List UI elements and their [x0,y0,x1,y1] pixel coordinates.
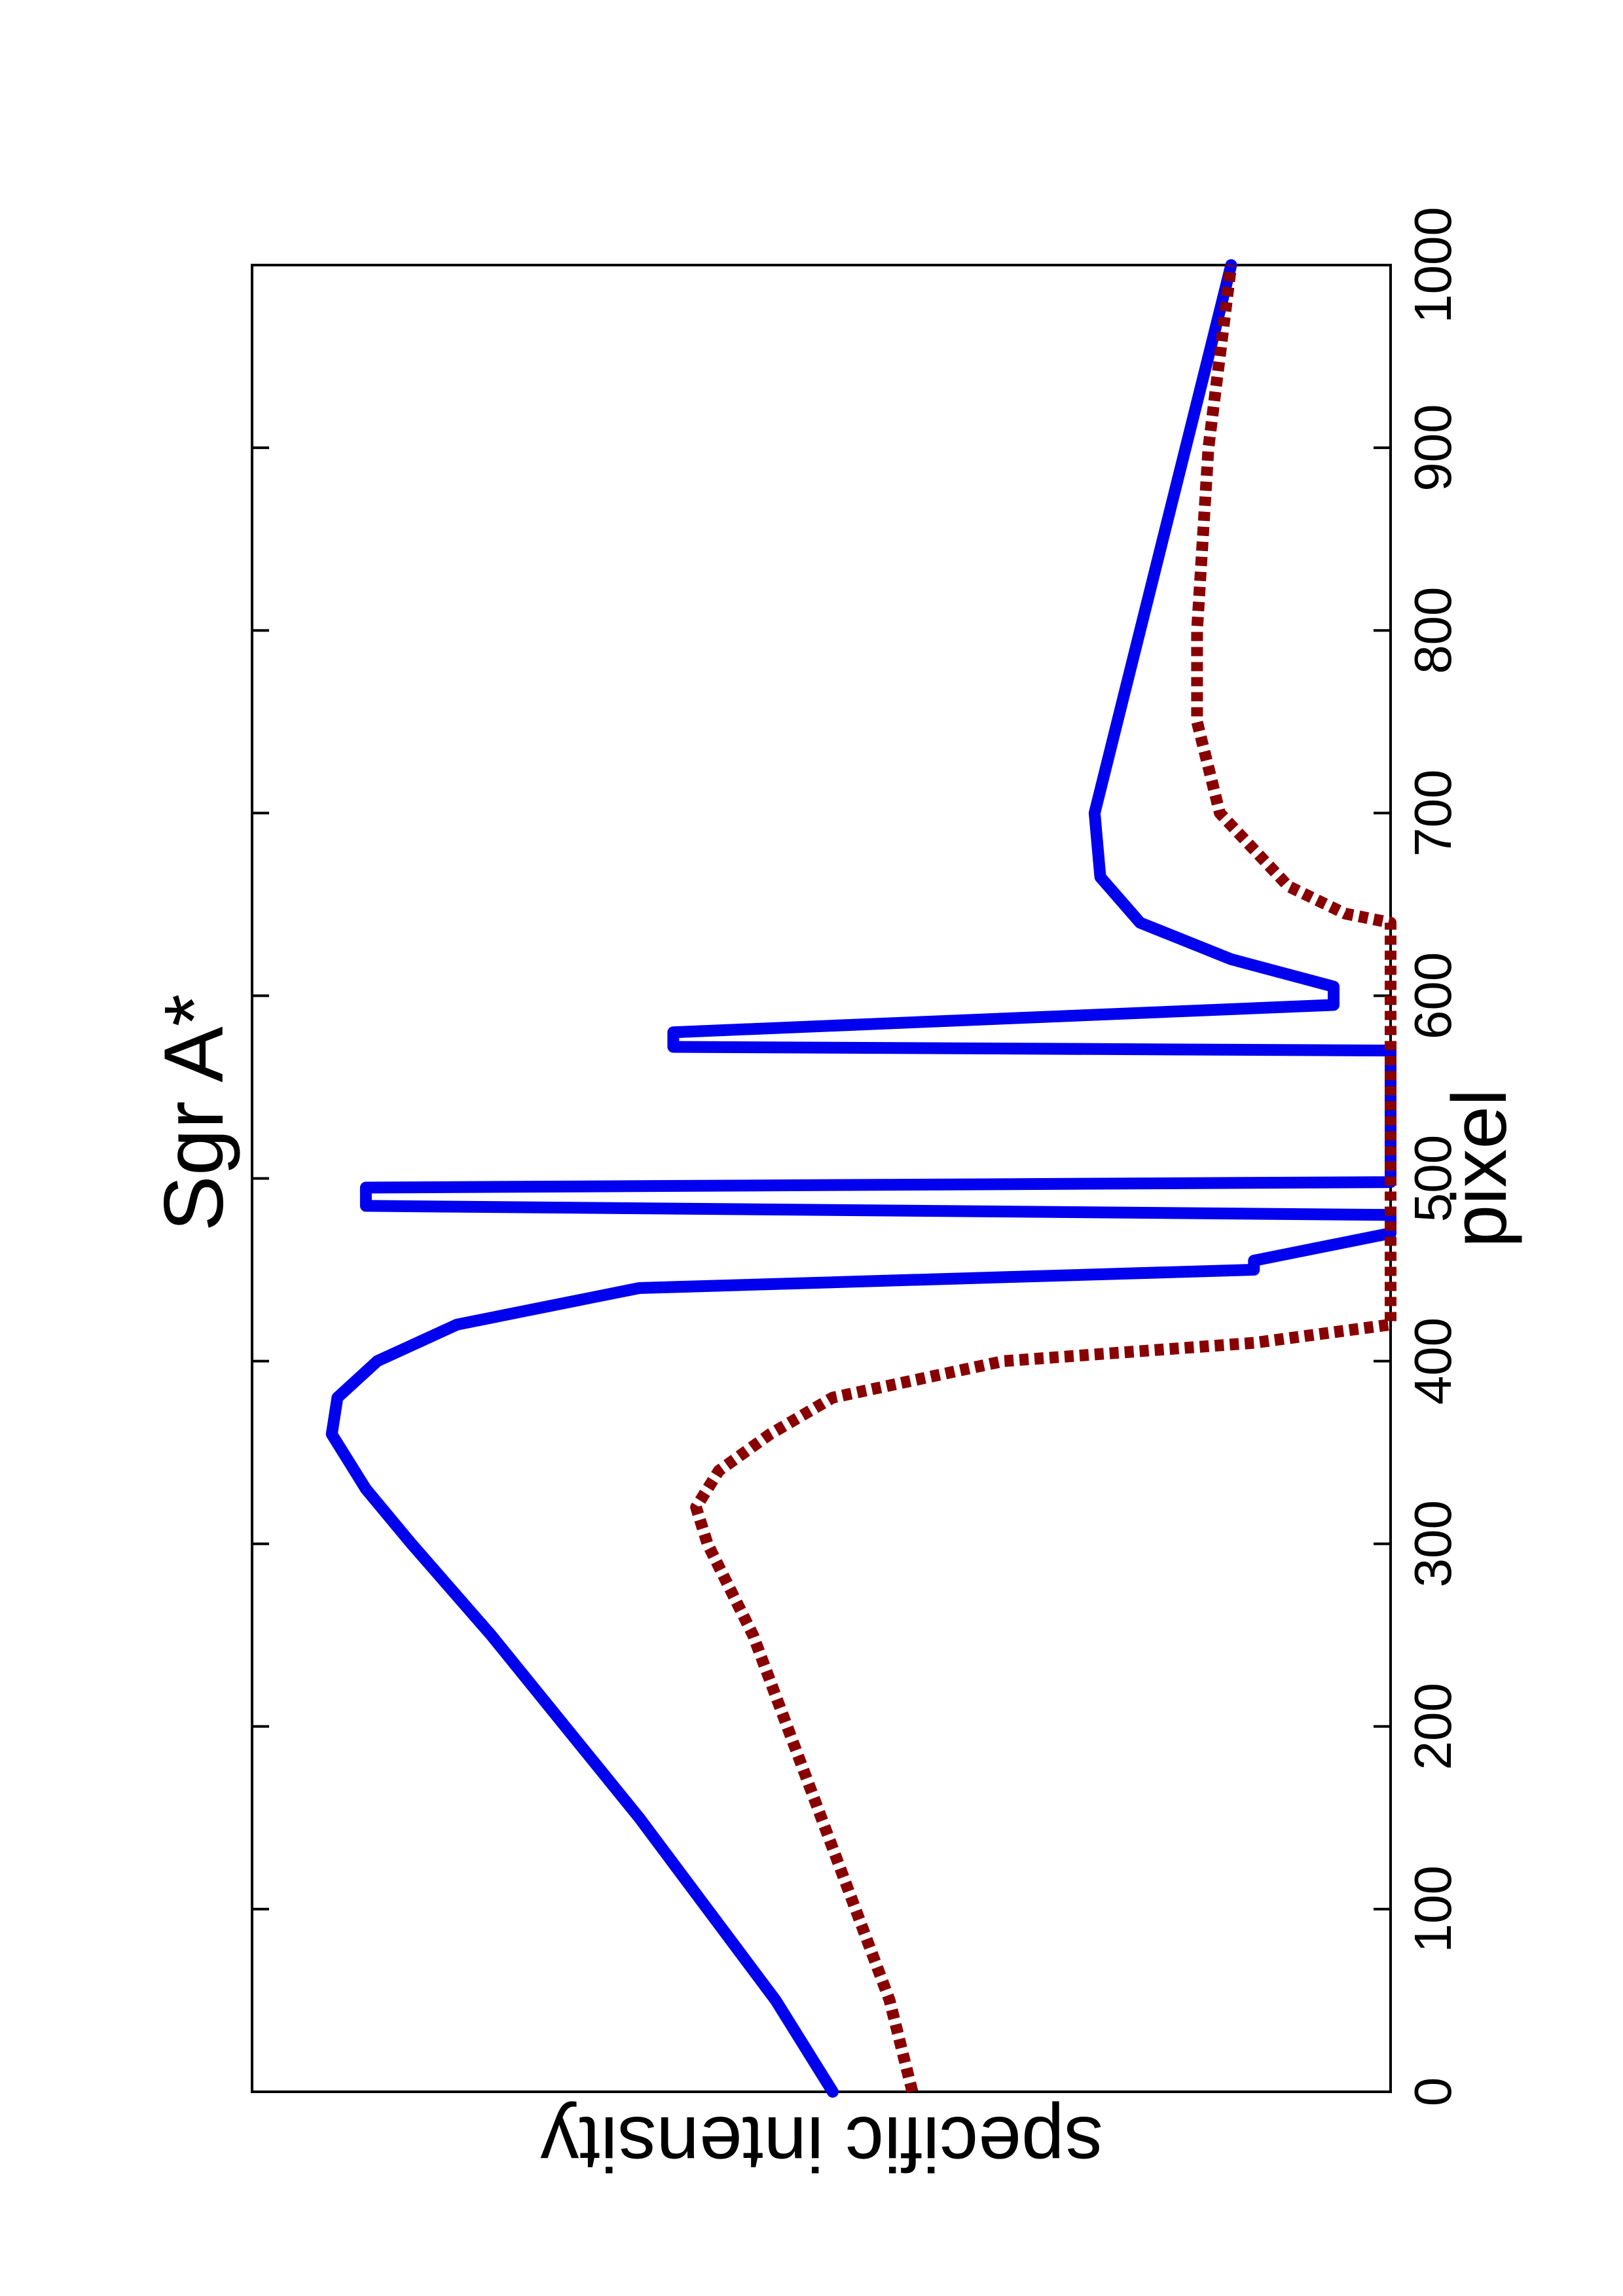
x-tick-label: 1000 [1404,207,1462,323]
x-tick-label: 200 [1404,1683,1462,1770]
data-series [325,259,1396,2098]
x-tick-label: 100 [1404,1865,1462,1952]
x-tick-label: 800 [1404,586,1462,673]
series-dashed-line [690,264,1396,2094]
x-tick-label: 400 [1404,1318,1462,1405]
x-axis-tick-labels: 0 100 200 300 400 500 600 700 800 900 1000 [1404,207,1462,2106]
series-solid-line [325,259,1396,2098]
x-axis-title: pixel [1436,1089,1523,1248]
chart-title: Sgr A* [147,994,241,1232]
x-tick-label: 700 [1404,770,1462,857]
x-tick-label: 300 [1404,1500,1462,1587]
x-tick-label: 500 [1404,1135,1462,1222]
x-tick-label: 0 [1404,2077,1462,2107]
y-axis-title: specific intensity [540,2100,1103,2187]
x-axis-ticks [252,264,1391,2093]
x-tick-label: 900 [1404,404,1462,491]
x-tick-label: 600 [1404,952,1462,1039]
